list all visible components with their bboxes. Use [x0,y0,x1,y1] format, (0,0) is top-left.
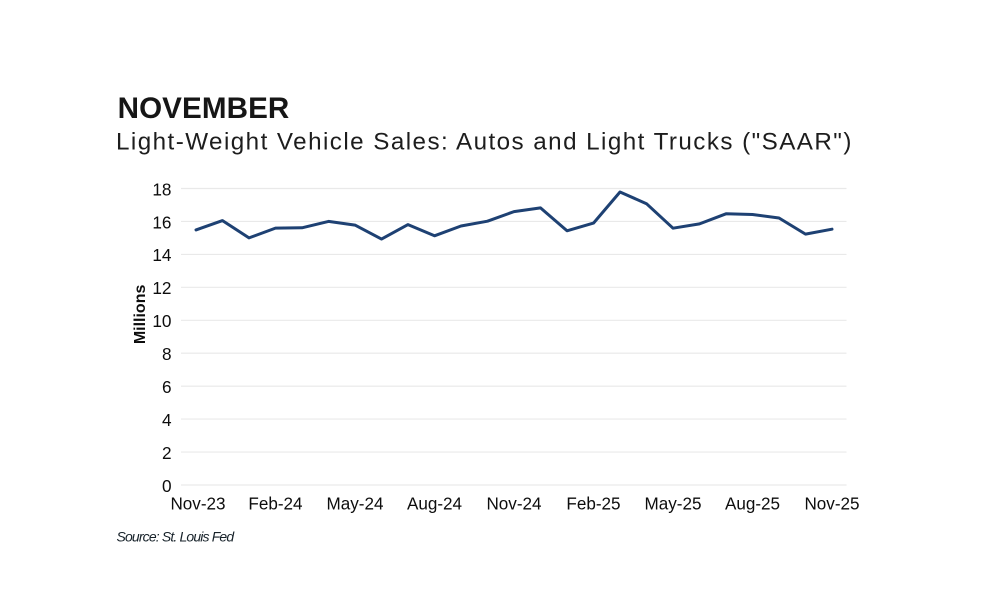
svg-text:May-24: May-24 [327,495,384,514]
svg-text:Aug-24: Aug-24 [407,495,462,514]
svg-text:Source: St. Louis Fed: Source: St. Louis Fed [117,528,236,544]
svg-text:Light-Weight Vehicle Sales: Au: Light-Weight Vehicle Sales: Autos and Li… [116,129,853,156]
svg-text:May-25: May-25 [645,495,702,514]
svg-text:Nov-23: Nov-23 [170,495,225,514]
svg-text:8: 8 [162,344,172,364]
svg-text:Nov-25: Nov-25 [804,495,859,514]
svg-text:6: 6 [162,377,172,397]
svg-text:Feb-25: Feb-25 [566,495,620,514]
svg-text:Millions: Millions [132,285,149,345]
svg-text:Feb-24: Feb-24 [248,495,302,514]
svg-text:18: 18 [152,179,171,199]
svg-text:0: 0 [162,476,172,496]
svg-text:10: 10 [152,311,171,331]
svg-text:14: 14 [152,245,172,265]
svg-text:2: 2 [162,443,172,463]
svg-text:4: 4 [162,410,172,430]
svg-text:16: 16 [152,212,171,232]
svg-text:Aug-25: Aug-25 [725,495,780,514]
svg-text:NOVEMBER: NOVEMBER [118,92,290,125]
svg-text:Nov-24: Nov-24 [486,495,541,514]
svg-text:12: 12 [152,278,171,298]
